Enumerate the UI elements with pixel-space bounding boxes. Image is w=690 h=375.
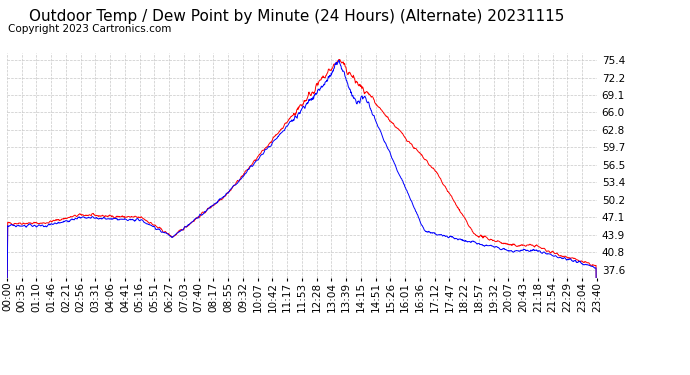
Text: Outdoor Temp / Dew Point by Minute (24 Hours) (Alternate) 20231115: Outdoor Temp / Dew Point by Minute (24 H… bbox=[29, 9, 564, 24]
Text: Copyright 2023 Cartronics.com: Copyright 2023 Cartronics.com bbox=[8, 24, 172, 34]
